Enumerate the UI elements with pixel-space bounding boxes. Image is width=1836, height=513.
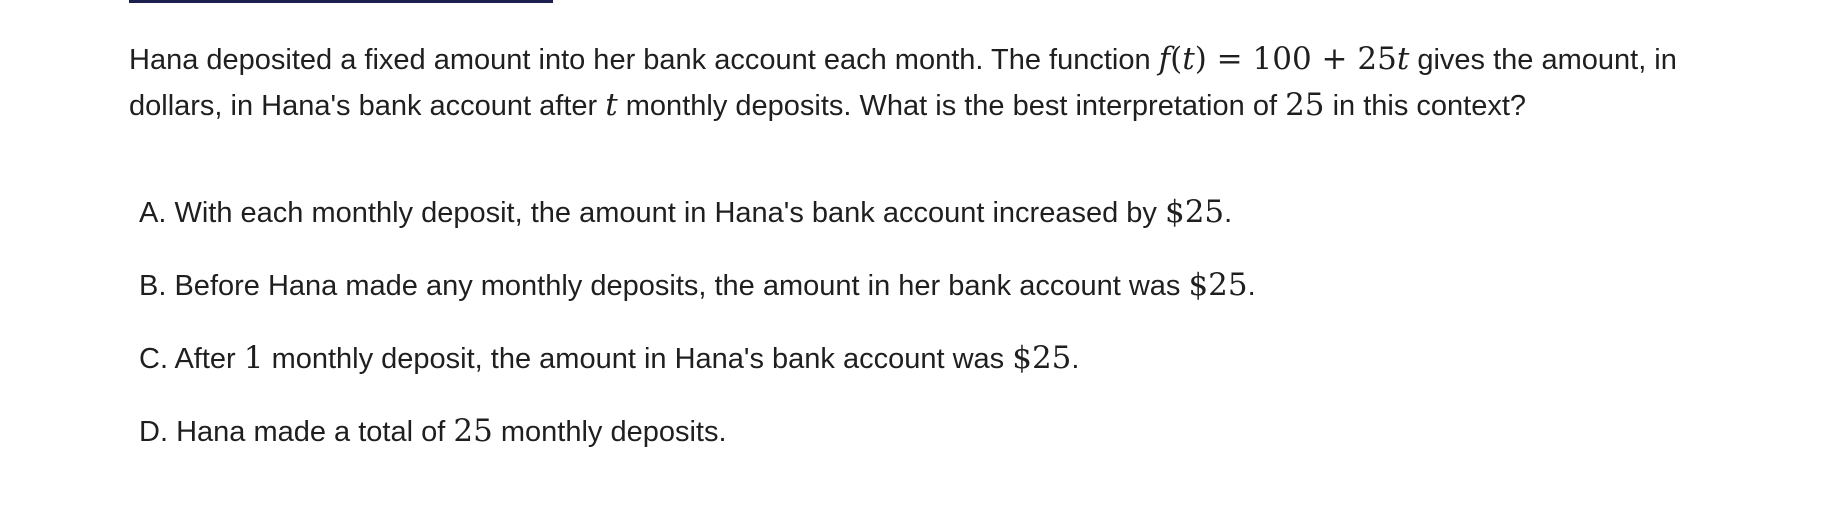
choice-letter: B.: [139, 270, 175, 302]
choice-math: $25: [1164, 194, 1225, 230]
choice-text-middle: monthly deposit, the amount in Hana's ba…: [263, 343, 1013, 375]
function-close-paren: ): [1194, 41, 1207, 77]
choice-math: 1: [243, 340, 264, 376]
function-open-paren: (: [1170, 41, 1183, 77]
choice-text: Before Hana made any monthly deposits, t…: [174, 270, 1189, 302]
function-rhs: = 100 + 25: [1206, 41, 1397, 77]
function-variable: t: [1182, 41, 1195, 77]
choice-text-end: monthly deposits.: [492, 416, 727, 448]
function-name: f: [1158, 41, 1171, 77]
function-expression: f(t) = 100 + 25t: [1159, 41, 1410, 77]
choice-d[interactable]: D. Hana made a total of 25 monthly depos…: [139, 409, 1739, 454]
answer-choices: A. With each monthly deposit, the amount…: [139, 190, 1739, 482]
choice-text-end: .: [1071, 343, 1080, 375]
choice-c[interactable]: C. After 1 monthly deposit, the amount i…: [139, 336, 1739, 381]
choice-a[interactable]: A. With each monthly deposit, the amount…: [139, 190, 1739, 235]
choice-letter: C.: [139, 343, 175, 375]
choice-letter: D.: [139, 416, 177, 448]
choice-letter: A.: [139, 197, 175, 229]
question-text: Hana deposited a fixed amount into her b…: [129, 37, 1749, 129]
choice-text-end: .: [1224, 197, 1233, 229]
number-25: 25: [1285, 87, 1325, 123]
choice-b[interactable]: B. Before Hana made any monthly deposits…: [139, 263, 1739, 308]
choice-text-end: .: [1247, 270, 1256, 302]
choice-text: Hana made a total of: [176, 416, 454, 448]
choice-math-2: $25: [1012, 340, 1072, 376]
question-part-4: in this context?: [1324, 90, 1527, 122]
choice-text: After: [174, 343, 244, 375]
question-part-2: gives the amount, in dollars, in Hana's …: [129, 44, 1677, 122]
question-part-1: Hana deposited a fixed amount into her b…: [129, 44, 1159, 76]
question-part-3: monthly deposits. What is the best inter…: [617, 90, 1286, 122]
choice-math: $25: [1188, 267, 1248, 303]
choice-text: With each monthly deposit, the amount in…: [174, 197, 1165, 229]
variable-t: t: [605, 87, 618, 123]
top-divider: [129, 0, 553, 3]
choice-math: 25: [453, 413, 493, 449]
function-rhs-variable: t: [1396, 41, 1410, 77]
